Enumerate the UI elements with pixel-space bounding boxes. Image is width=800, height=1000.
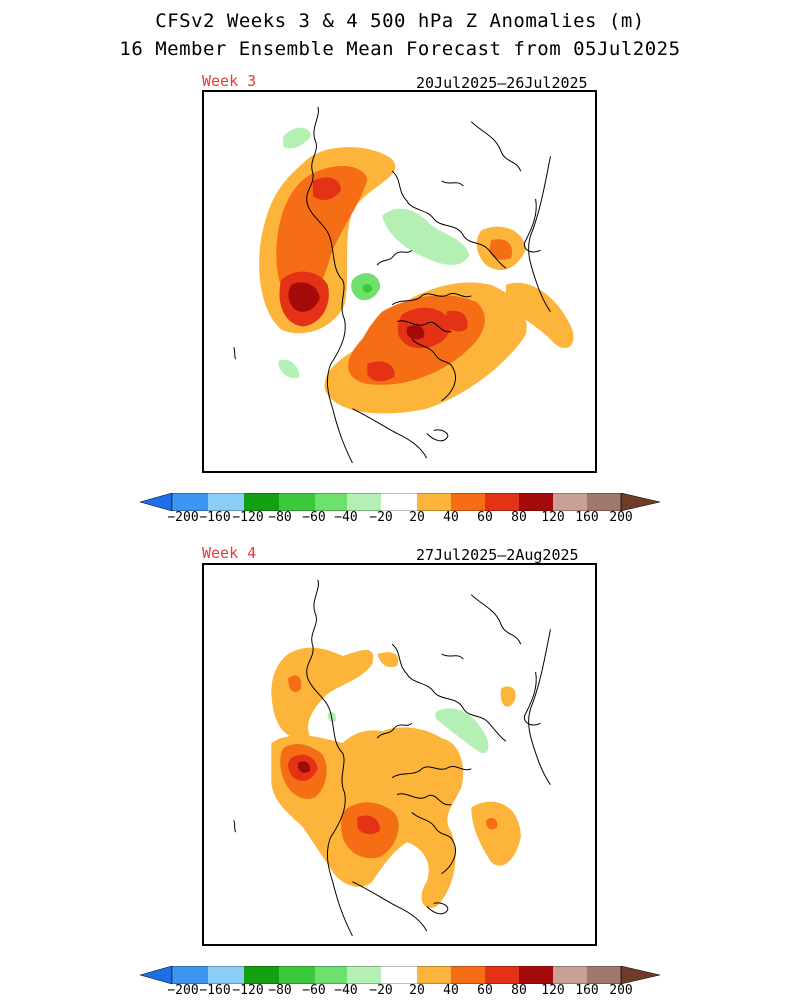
colorbar-tick: 60 bbox=[477, 510, 493, 525]
colorbar-tick: 200 bbox=[609, 510, 633, 525]
colorbar-tick: −80 bbox=[268, 983, 292, 998]
week3-colorbar bbox=[140, 493, 660, 511]
colorbar-tick: 20 bbox=[409, 983, 425, 998]
chart-subtitle: 16 Member Ensemble Mean Forecast from 05… bbox=[119, 38, 681, 60]
week4-colorbar-ticks: −200 −160 −120 −80 −60 −40 −20 20 40 60 … bbox=[140, 983, 660, 999]
colorbar-tick: −200 bbox=[167, 983, 199, 998]
colorbar-tick: −200 bbox=[167, 510, 199, 525]
colorbar-tick: 200 bbox=[609, 983, 633, 998]
colorbar-tick: −60 bbox=[302, 510, 326, 525]
week4-label: Week 4 bbox=[202, 544, 257, 562]
colorbar-tick: −120 bbox=[232, 510, 264, 525]
colorbar-tick: 80 bbox=[511, 510, 527, 525]
colorbar-tick: −120 bbox=[232, 983, 264, 998]
colorbar-tick: −60 bbox=[302, 983, 326, 998]
week3-label: Week 3 bbox=[202, 72, 257, 90]
chart-title: CFSv2 Weeks 3 & 4 500 hPa Z Anomalies (m… bbox=[155, 10, 645, 32]
colorbar-tick: 160 bbox=[575, 510, 599, 525]
week3-date-range: 20Jul2025–26Jul2025 bbox=[416, 74, 588, 92]
colorbar-tick: −40 bbox=[334, 983, 358, 998]
colorbar-arrow-high bbox=[620, 493, 660, 511]
colorbar-tick: 60 bbox=[477, 983, 493, 998]
colorbar-tick: 40 bbox=[443, 983, 459, 998]
colorbar-tick: −20 bbox=[369, 983, 393, 998]
colorbar-tick: −20 bbox=[369, 510, 393, 525]
colorbar-tick: 40 bbox=[443, 510, 459, 525]
colorbar-tick: 80 bbox=[511, 983, 527, 998]
week4-colorbar bbox=[140, 966, 660, 984]
colorbar-tick: 20 bbox=[409, 510, 425, 525]
colorbar-tick: 160 bbox=[575, 983, 599, 998]
week4-anomaly-map bbox=[202, 563, 597, 946]
colorbar-arrow-low bbox=[140, 493, 173, 511]
colorbar-tick: −160 bbox=[199, 510, 231, 525]
week4-date-range: 27Jul2025–2Aug2025 bbox=[416, 546, 579, 564]
colorbar-tick: −80 bbox=[268, 510, 292, 525]
colorbar-tick: −40 bbox=[334, 510, 358, 525]
colorbar-tick: 120 bbox=[541, 983, 565, 998]
week3-anomaly-map bbox=[202, 90, 597, 473]
colorbar-arrow-high bbox=[620, 966, 660, 984]
week3-colorbar-ticks: −200 −160 −120 −80 −60 −40 −20 20 40 60 … bbox=[140, 510, 660, 526]
colorbar-tick: 120 bbox=[541, 510, 565, 525]
colorbar-arrow-low bbox=[140, 966, 173, 984]
colorbar-tick: −160 bbox=[199, 983, 231, 998]
